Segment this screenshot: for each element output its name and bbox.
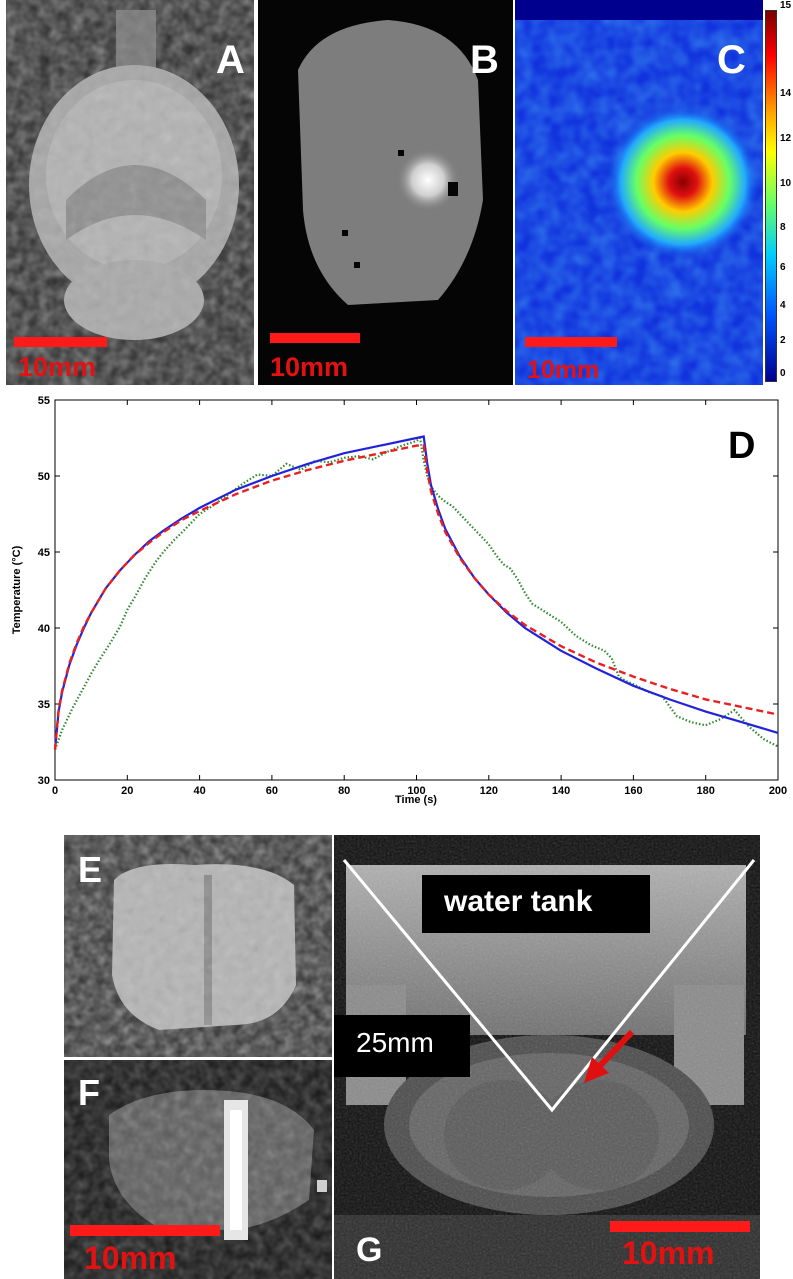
panel-a-letter: A <box>216 38 245 82</box>
chart-plot-area <box>54 399 779 781</box>
panel-c-colorbar-tick-4: 4 <box>780 300 786 311</box>
x-tick-label: 100 <box>407 785 425 797</box>
panel-b-scale-bar <box>270 333 360 343</box>
panel-c-colorbar <box>765 10 777 382</box>
chart-series <box>53 435 779 750</box>
panel-c-colorbar-tick-14: 14 <box>780 88 792 99</box>
panel-a-brain-picture <box>6 0 254 385</box>
panel-b-mri-image: B 10mm <box>258 0 513 385</box>
x-tick-label: 140 <box>552 785 570 797</box>
series-line-solid <box>53 435 779 750</box>
panel-g-ultrasound-cone <box>342 859 756 1113</box>
y-tick-label: 40 <box>38 623 50 635</box>
panel-c-scale-bar <box>525 337 617 347</box>
panel-g-mri-image: water tank 25mm G 10mm <box>334 835 760 1279</box>
x-tick-label: 180 <box>697 785 715 797</box>
y-tick-label: 35 <box>38 699 50 711</box>
chart-ticks: 0 20 40 60 80 100 120 140 160 180 200 30 35 40 45 50 55 <box>38 395 787 797</box>
x-tick-label: 60 <box>266 785 278 797</box>
panel-g-water-label-box <box>422 875 650 933</box>
panel-e-mri-image: E <box>64 835 332 1057</box>
panel-f-mri-image: F 10mm <box>64 1060 332 1279</box>
y-tick-label: 50 <box>38 471 50 483</box>
panel-g-scale-bar <box>610 1221 750 1232</box>
panel-a-scale-label: 10mm <box>18 352 97 382</box>
panel-b-brain-picture <box>258 0 513 385</box>
panel-a-mri-image: A 10mm <box>6 0 254 385</box>
x-tick-label: 0 <box>52 785 58 797</box>
panel-b-letter: B <box>470 38 499 82</box>
panel-f-letter: F <box>78 1072 100 1113</box>
panel-g-letter: G <box>356 1231 383 1269</box>
panel-d-letter: D <box>728 425 755 467</box>
panel-a-scale-bar <box>14 337 107 347</box>
x-tick-label: 120 <box>480 785 498 797</box>
panel-c-heatmap-picture <box>515 0 763 385</box>
panel-c-scale-label: 10mm <box>527 356 600 384</box>
panel-g-depth-label: 25mm <box>356 1027 434 1058</box>
x-tick-label: 80 <box>338 785 350 797</box>
panel-f-scale-bar <box>70 1225 220 1236</box>
panel-g-arrow <box>593 1029 635 1073</box>
panel-e-brain-picture <box>64 835 332 1057</box>
panel-c-colorbar-tick-2: 2 <box>780 335 786 346</box>
panel-c-letter: C <box>717 38 746 82</box>
panel-c-colorbar-tick-10: 10 <box>780 178 792 189</box>
panel-c-colorbar-tick-8: 8 <box>780 222 786 233</box>
panel-d-temperature-chart: 0 20 40 60 80 100 120 140 160 180 200303540455055 … <box>11 395 787 806</box>
x-tick-label: 40 <box>193 785 205 797</box>
panel-g-water-label: water tank <box>444 885 593 918</box>
panel-g-depth-label-box <box>334 1015 470 1077</box>
chart-ylabel: Temperature (°C) <box>11 545 23 634</box>
panel-g-arrowhead <box>584 1057 609 1083</box>
y-tick-label: 55 <box>38 395 50 407</box>
panel-b-scale-label: 10mm <box>270 352 349 382</box>
panel-f-scale-label: 10mm <box>84 1240 177 1276</box>
series-line-dotted <box>53 435 779 750</box>
panel-c-colorbar-tick-12: 12 <box>780 133 792 144</box>
x-tick-label: 200 <box>769 785 787 797</box>
series-line-dashed <box>53 444 779 750</box>
y-tick-label: 30 <box>38 775 50 787</box>
panel-c-temperature-map: C 10mm <box>515 0 763 385</box>
panel-c-colorbar-tick-0: 0 <box>780 368 786 379</box>
panel-c-colorbar-tick-15: 15 <box>780 0 792 11</box>
panel-e-letter: E <box>78 849 103 890</box>
y-tick-label: 45 <box>38 547 50 559</box>
panel-g-scale-label: 10mm <box>622 1235 715 1271</box>
panel-f-brain-picture <box>64 1060 332 1279</box>
x-tick-label: 20 <box>121 785 133 797</box>
panel-c-colorbar-tick-6: 6 <box>780 262 786 273</box>
chart-xlabel: Time (s) <box>395 794 437 806</box>
x-tick-label: 160 <box>624 785 642 797</box>
